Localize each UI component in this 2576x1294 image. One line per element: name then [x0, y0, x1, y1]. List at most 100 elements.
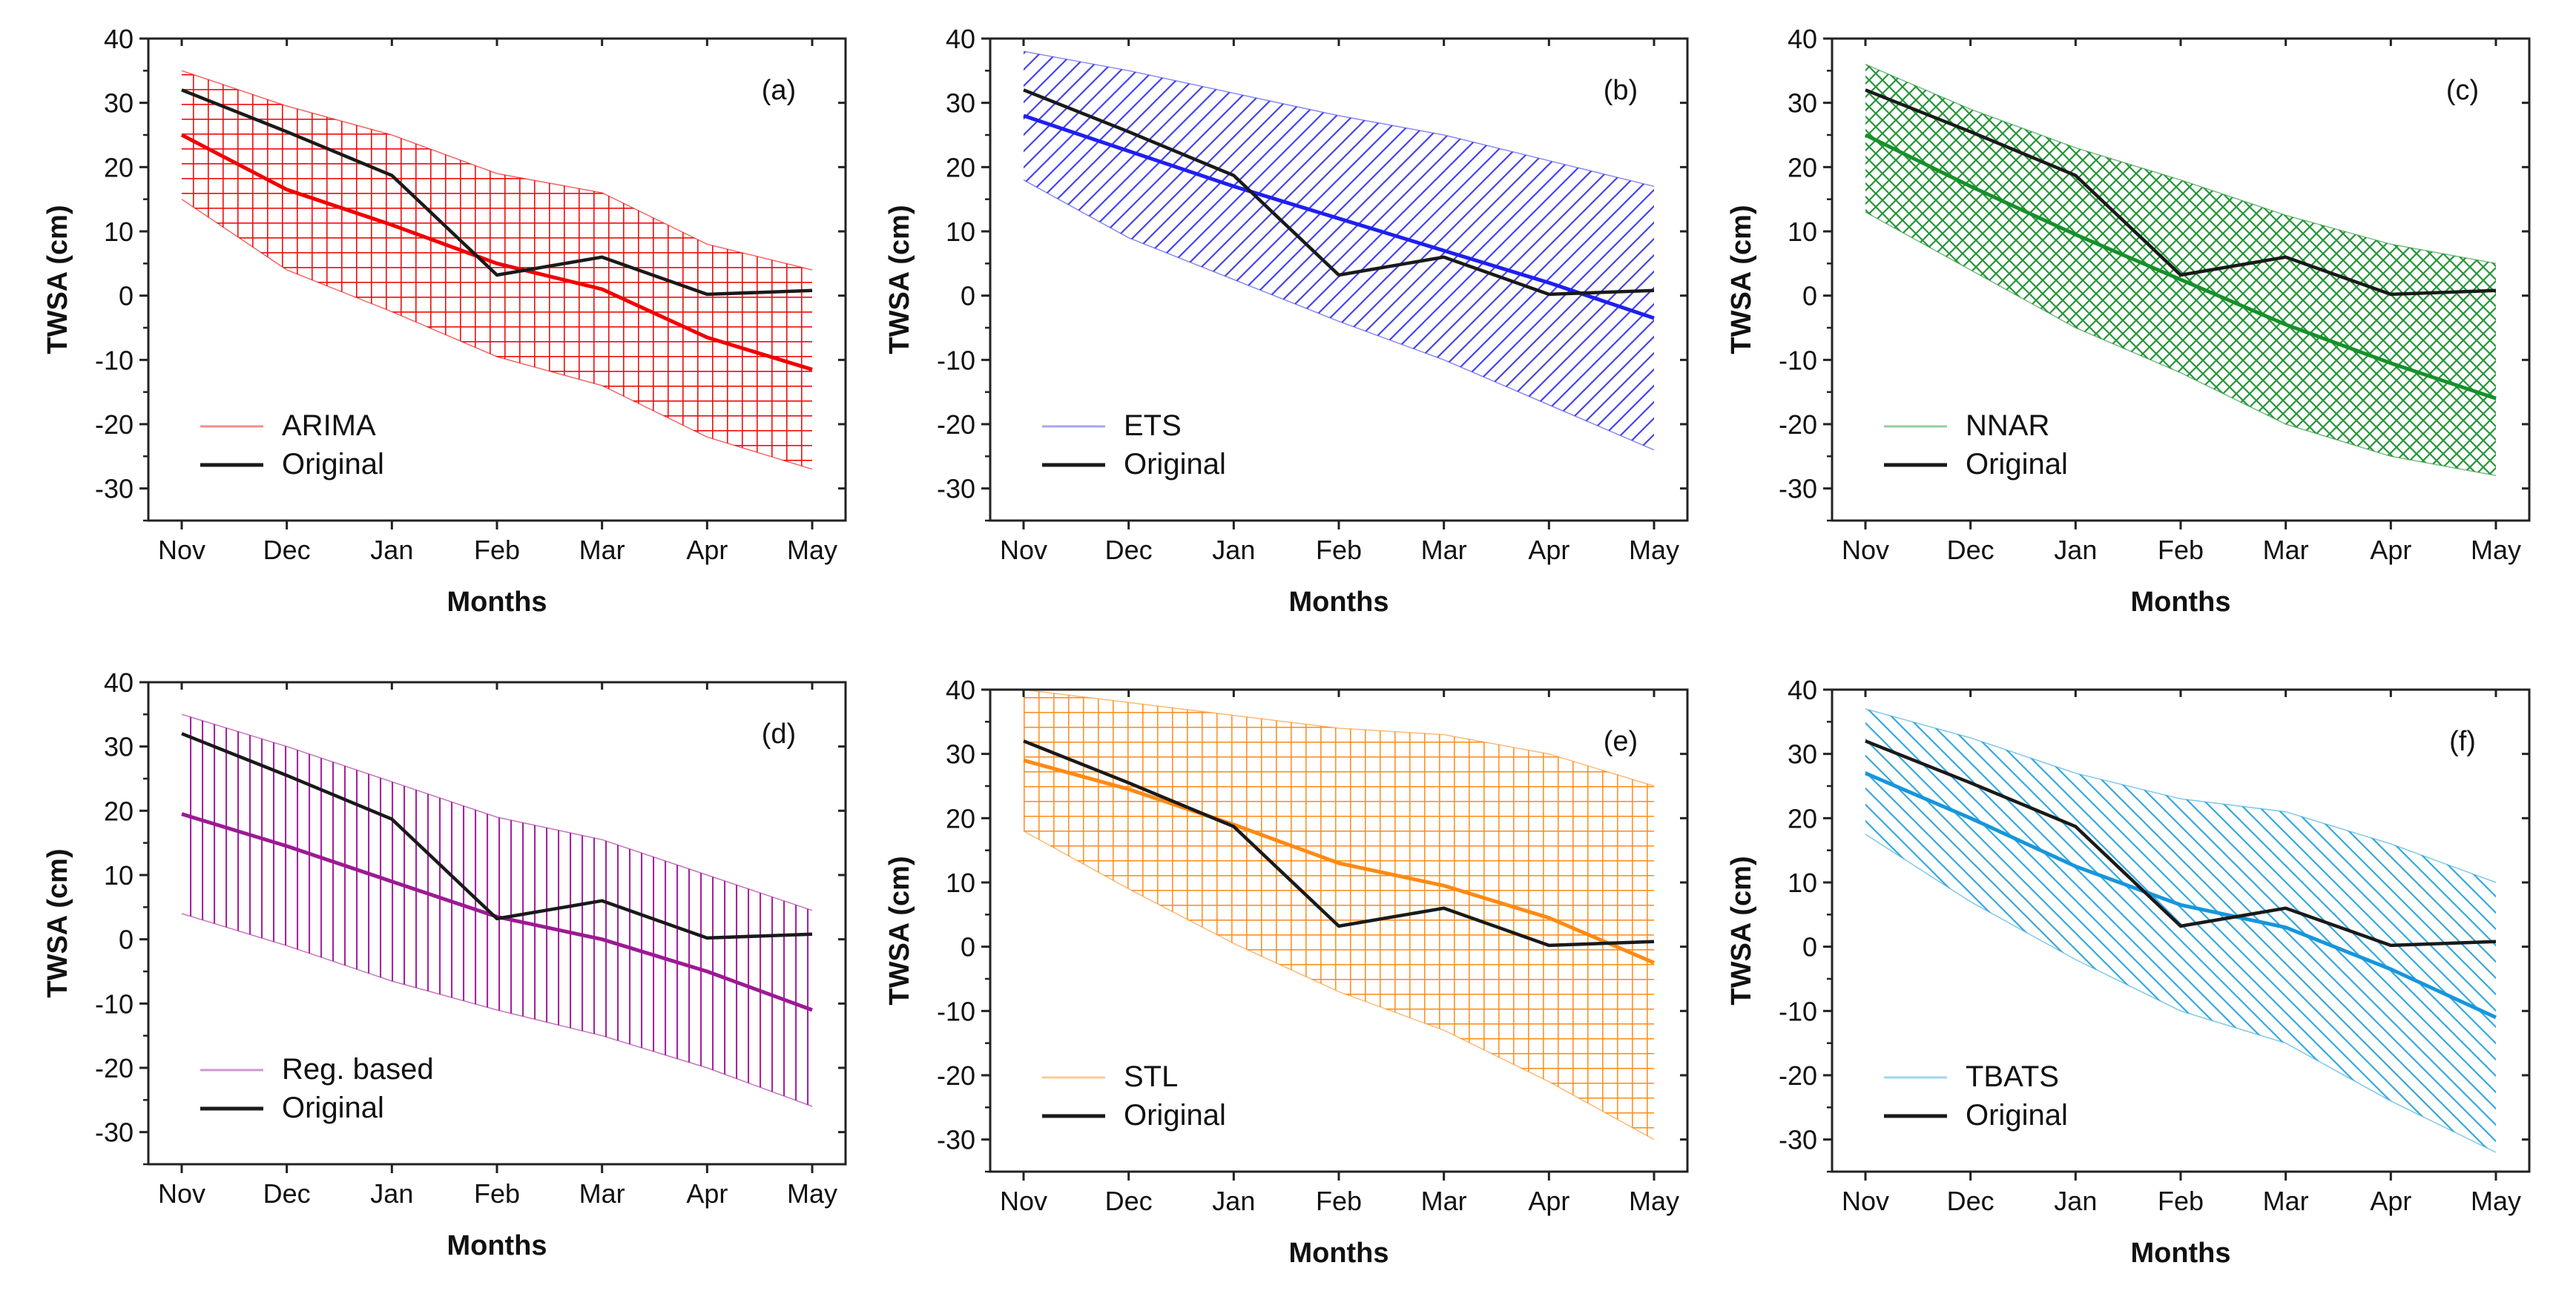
y-axis-label: TWSA (cm) [42, 205, 73, 354]
panel-label: (f) [2449, 726, 2476, 757]
y-tick-label: -20 [1779, 1060, 1817, 1091]
confidence-band [1024, 690, 1654, 1140]
y-tick-label: 0 [1802, 281, 1817, 311]
y-tick-label: 20 [1788, 152, 1817, 182]
y-tick-label: -20 [937, 409, 975, 440]
x-tick-label: Jan [1212, 535, 1255, 565]
y-tick-label: 30 [1788, 739, 1817, 770]
x-tick-label: Nov [1842, 535, 1889, 565]
panel-label: (a) [762, 75, 796, 106]
x-tick-label: Dec [263, 535, 311, 565]
forecast-line [180, 133, 813, 372]
original-line [1023, 88, 1655, 297]
x-tick-label: Dec [1105, 1186, 1153, 1216]
x-tick-label: May [2471, 1186, 2521, 1216]
x-tick-label: Mar [1421, 1186, 1467, 1216]
x-axis-label: Months [1288, 587, 1389, 618]
panel-c: -30 -20 -10 0 10 20 30 40 Nov Dec Jan Feb Mar Apr May M… [1726, 24, 2531, 618]
x-tick-label: May [787, 1178, 837, 1209]
x-tick-label: Jan [1212, 1186, 1255, 1216]
x-tick-label: Nov [158, 1178, 205, 1209]
y-tick-label: 10 [946, 868, 975, 898]
x-tick-label: Feb [2158, 535, 2204, 565]
y-tick-label: 20 [104, 796, 134, 826]
y-tick-label: 40 [104, 667, 134, 698]
panel-b: -30 -20 -10 0 10 20 30 40 Nov Dec Jan Feb Mar Apr May M… [884, 24, 1689, 618]
legend-label-original: Original [1124, 1099, 1226, 1132]
original-line [181, 88, 813, 297]
x-tick-label: Dec [1947, 535, 1994, 565]
forecast-line [1023, 758, 1655, 965]
y-tick-label: 30 [946, 88, 975, 119]
legend-label-model: NNAR [1966, 409, 2049, 442]
legend-label-original: Original [282, 448, 384, 481]
y-tick-label: 0 [961, 932, 975, 963]
x-tick-label: Nov [158, 535, 205, 565]
y-tick-label: -10 [95, 345, 134, 375]
y-tick-label: -20 [95, 1053, 134, 1083]
y-tick-label: 10 [946, 217, 975, 247]
y-tick-label: -30 [937, 474, 975, 504]
y-tick-label: -10 [1779, 996, 1817, 1026]
y-tick-label: -20 [95, 409, 134, 440]
x-tick-label: Mar [579, 535, 625, 565]
y-tick-label: -10 [1779, 345, 1817, 375]
y-tick-label: -30 [1779, 1125, 1817, 1155]
y-axis-label: TWSA (cm) [884, 856, 915, 1005]
band-lower-edge [1865, 833, 2497, 1153]
x-tick-label: Dec [1947, 1186, 1994, 1216]
y-tick-label: 40 [1788, 675, 1817, 705]
y-tick-label: 0 [961, 281, 975, 311]
panel-a: -30 -20 -10 0 10 20 30 40 Nov Dec Jan Feb Mar Apr May M… [42, 24, 847, 618]
x-axis-label: Months [1288, 1238, 1389, 1269]
y-axis-label: TWSA (cm) [884, 205, 915, 354]
original-line [1023, 739, 1655, 948]
x-tick-label: Nov [1842, 1186, 1889, 1216]
panel-label: (b) [1604, 75, 1638, 106]
y-tick-label: 0 [119, 925, 134, 955]
band-upper-edge [1865, 64, 2497, 265]
x-tick-label: Jan [2054, 535, 2097, 565]
x-tick-label: Feb [2158, 1186, 2204, 1216]
x-tick-label: Jan [2054, 1186, 2097, 1216]
x-tick-label: May [1629, 535, 1679, 565]
confidence-band [1024, 51, 1654, 450]
y-tick-label: 20 [1788, 803, 1817, 833]
panel-label: (c) [2446, 75, 2479, 106]
y-tick-label: 20 [946, 152, 975, 182]
x-axis-label: Months [447, 587, 547, 618]
y-tick-label: -20 [937, 1060, 975, 1091]
x-tick-label: Dec [263, 1178, 311, 1209]
legend-label-model: ARIMA [282, 409, 376, 442]
x-tick-label: Jan [370, 535, 413, 565]
y-axis-label: TWSA (cm) [42, 848, 73, 997]
confidence-band [1865, 709, 2496, 1152]
legend-label-model: STL [1124, 1060, 1178, 1093]
legend-label-model: ETS [1124, 409, 1182, 442]
band-upper-edge [1023, 689, 1655, 787]
x-tick-label: Feb [1316, 1186, 1362, 1216]
y-tick-label: 10 [104, 860, 134, 891]
y-axis-label: TWSA (cm) [1726, 205, 1757, 354]
x-tick-label: Mar [2263, 1186, 2309, 1216]
band-upper-edge [1023, 50, 1655, 188]
forecast-line [1865, 771, 2497, 1020]
band-upper-edge [181, 713, 813, 911]
x-axis-label: Months [447, 1230, 547, 1261]
x-tick-label: May [1629, 1186, 1679, 1216]
x-tick-label: Feb [474, 535, 520, 565]
x-tick-label: Nov [1000, 1186, 1047, 1216]
y-tick-label: -10 [95, 988, 134, 1019]
original-line [1865, 739, 2497, 948]
y-tick-label: -10 [937, 345, 975, 375]
x-tick-label: Mar [2263, 535, 2309, 565]
band-lower-edge [1023, 179, 1655, 451]
x-axis-label: Months [2130, 1238, 2230, 1269]
panel-d: -30 -20 -10 0 10 20 30 40 Nov Dec Jan Feb Mar Apr May M… [42, 667, 847, 1261]
legend-label-original: Original [1966, 1099, 2068, 1132]
x-tick-label: Apr [1528, 535, 1569, 565]
band-upper-edge [181, 70, 813, 271]
band-lower-edge [181, 913, 813, 1107]
panel-label: (d) [762, 719, 796, 750]
